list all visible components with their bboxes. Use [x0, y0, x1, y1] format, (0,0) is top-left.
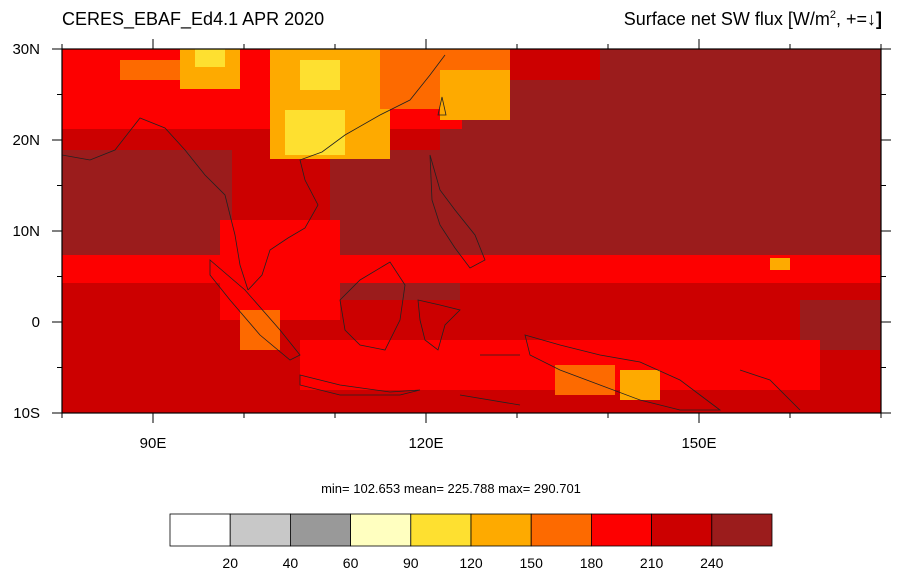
lat-tick-label: 0	[32, 314, 40, 331]
coastline-india	[62, 117, 249, 291]
coastline-borneo	[339, 261, 406, 351]
colorbar-label: 150	[520, 555, 544, 571]
colorbar-label: 60	[343, 555, 359, 571]
colorbar-label: 210	[640, 555, 664, 571]
lon-tick-label: 120E	[408, 435, 443, 452]
coastline-indochina	[247, 54, 446, 291]
title-left: CERES_EBAF_Ed4.1 APR 2020	[62, 9, 325, 29]
colorbar: 20 40 60 90 120 150 180 210 240	[169, 513, 773, 571]
flux-low-11	[620, 370, 660, 400]
flux-region-pacific	[440, 80, 881, 260]
down-arrow-icon: ↓	[867, 9, 876, 29]
coastlines	[62, 54, 801, 411]
colorbar-box	[711, 513, 773, 547]
colorbar-label: 90	[403, 555, 419, 571]
coastline-islands	[459, 354, 801, 411]
colorbar-label: 120	[459, 555, 483, 571]
colorbar-box	[350, 513, 412, 547]
flux-region-bay	[62, 150, 232, 260]
coastline-newguinea	[524, 334, 722, 411]
stats-text: min= 102.653 mean= 225.788 max= 290.701	[321, 481, 581, 496]
flux-band-equator	[62, 255, 881, 283]
colorbar-box	[530, 513, 592, 547]
flux-low-8	[120, 60, 180, 80]
title-right-bracket: ]	[876, 9, 882, 29]
lat-tick-label: 10S	[13, 405, 40, 422]
flux-low-3	[440, 70, 510, 120]
lat-tick-label: 10N	[12, 223, 40, 240]
colorbar-box	[169, 513, 231, 547]
flux-low-4	[285, 110, 345, 155]
flux-region-pacific-n	[600, 49, 881, 89]
colorbar-box	[470, 513, 532, 547]
flux-low-12	[770, 258, 790, 270]
lat-tick-label: 20N	[12, 132, 40, 149]
coastline-sumatra	[209, 259, 301, 361]
flux-band-indo	[220, 220, 340, 320]
title-right: Surface net SW flux [W/m2, +=↓]	[624, 9, 882, 30]
flux-low-7	[195, 49, 225, 67]
colorbar-box	[591, 513, 653, 547]
flux-low-5	[300, 60, 340, 90]
lon-tick-label: 90E	[140, 435, 167, 452]
flux-low-9	[240, 310, 280, 350]
colorbar-label: 240	[700, 555, 724, 571]
coastline-java	[299, 374, 421, 396]
title-right-sup: 2	[829, 9, 836, 21]
colorbar-box	[651, 513, 713, 547]
colorbar-label: 20	[222, 555, 238, 571]
lon-tick-label: 150E	[681, 435, 716, 452]
title-right-tail: , +=	[835, 9, 867, 29]
coastline-sulawesi	[417, 299, 461, 351]
map-ticks	[52, 39, 891, 423]
flux-low-10	[555, 365, 615, 395]
colorbar-box	[410, 513, 472, 547]
colorbar-box	[229, 513, 291, 547]
colorbar-box	[289, 513, 351, 547]
coastline-taiwan	[437, 96, 447, 116]
flux-field	[62, 49, 881, 413]
colorbar-label: 180	[580, 555, 604, 571]
map-labels: 90E 120E 150E 30N 20N 10N 0 10S	[12, 41, 716, 452]
coastline-philippines	[429, 154, 486, 269]
lat-tick-label: 30N	[12, 41, 40, 58]
colorbar-label: 40	[283, 555, 299, 571]
title-right-main: Surface net SW flux [W/m	[623, 9, 830, 29]
